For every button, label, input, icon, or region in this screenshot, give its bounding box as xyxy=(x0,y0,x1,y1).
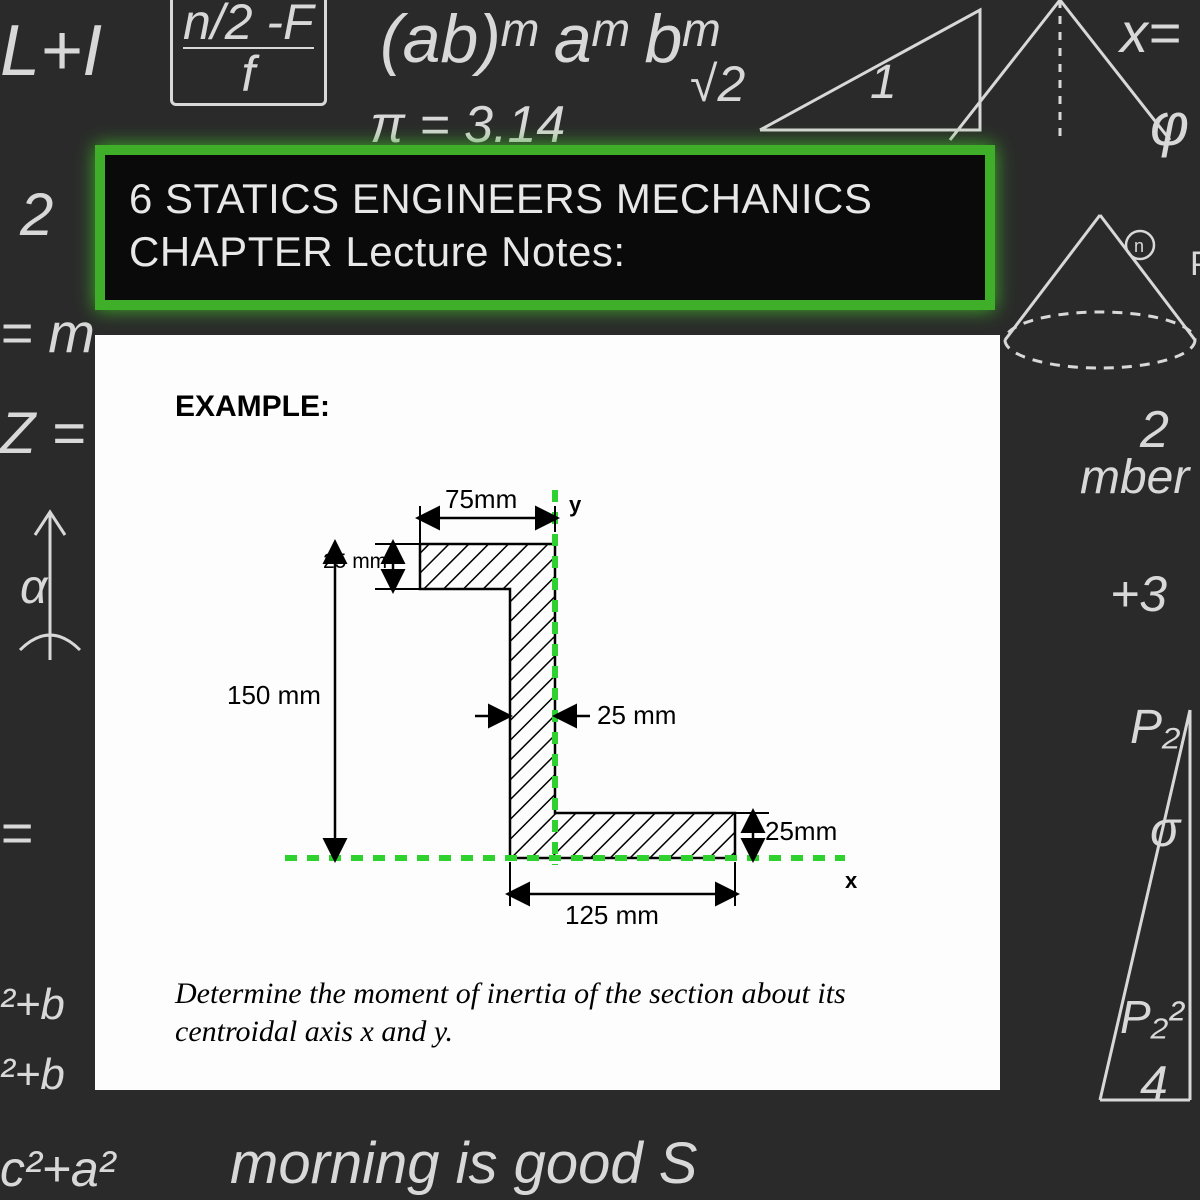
chalk-text: +3 xyxy=(1110,565,1167,623)
chalk-text: = xyxy=(0,800,33,865)
chalk-text: morning is good S xyxy=(230,1130,697,1197)
problem-text: Determine the moment of inertia of the s… xyxy=(175,975,940,1050)
dim-75: 75mm xyxy=(445,484,517,515)
chalk-tri2 xyxy=(1090,700,1200,1120)
dim-25b: 25 mm xyxy=(597,700,676,731)
svg-text:×: × xyxy=(1048,0,1063,1)
chalk-peak: × xyxy=(930,0,1190,160)
chalk-text: (ab)ᵐ aᵐ bᵐ xyxy=(380,0,716,78)
paper: EXAMPLE: xyxy=(95,335,1000,1090)
chalk-text: ²+b xyxy=(0,980,65,1030)
chalk-text: ²+b xyxy=(0,1050,65,1100)
chalk-text: mber xyxy=(1080,450,1189,505)
diagram: 75mm 25 mm 150 mm 25 mm 25mm 125 mm y x xyxy=(225,470,885,970)
svg-text:n: n xyxy=(1134,236,1144,256)
chalk-text: L+I xyxy=(0,10,102,92)
page-title: 6 STATICS ENGINEERS MECHANICS CHAPTER Le… xyxy=(129,173,961,278)
dim-25c: 25mm xyxy=(765,816,837,847)
chalk-text: Z = xyxy=(0,400,85,467)
chalk-text: n/2 -F f xyxy=(170,0,327,106)
dim-125: 125 mm xyxy=(565,900,659,931)
dim-25a: 25 mm xyxy=(323,550,387,574)
svg-text:P: P xyxy=(1190,245,1200,283)
chalk-text: c²+a² xyxy=(0,1140,115,1198)
example-label: EXAMPLE: xyxy=(175,390,330,424)
chalk-text: = m xyxy=(0,300,95,365)
chalk-arrow xyxy=(10,500,90,670)
title-box: 6 STATICS ENGINEERS MECHANICS CHAPTER Le… xyxy=(95,145,995,310)
axis-y: y xyxy=(569,492,581,518)
axis-x: x xyxy=(845,868,857,894)
dim-150: 150 mm xyxy=(227,680,321,711)
chalk-text: √2 xyxy=(690,55,745,113)
chalk-cone: n P xyxy=(990,200,1200,380)
chalk-text: 2 xyxy=(20,180,53,249)
